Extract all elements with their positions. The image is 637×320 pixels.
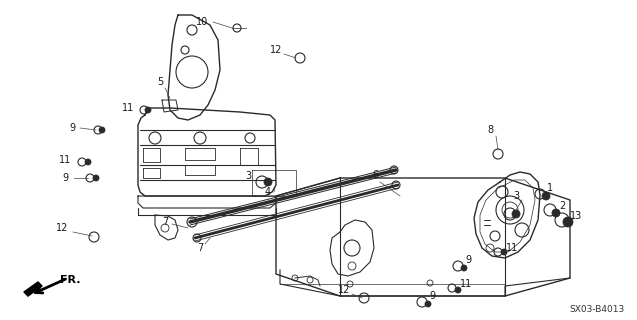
Text: 6: 6 bbox=[372, 170, 378, 180]
Text: 12: 12 bbox=[338, 285, 350, 295]
Text: 4: 4 bbox=[265, 187, 271, 197]
Circle shape bbox=[85, 159, 91, 165]
Text: 3: 3 bbox=[245, 171, 251, 181]
Text: 9: 9 bbox=[62, 173, 68, 183]
Text: 2: 2 bbox=[559, 201, 565, 211]
Circle shape bbox=[99, 127, 105, 133]
Text: 5: 5 bbox=[157, 77, 163, 87]
Text: SX03-B4013: SX03-B4013 bbox=[569, 305, 625, 314]
Text: FR.: FR. bbox=[60, 275, 80, 285]
Text: 7: 7 bbox=[197, 243, 203, 253]
Polygon shape bbox=[24, 282, 42, 296]
Text: 11: 11 bbox=[59, 155, 71, 165]
Circle shape bbox=[563, 217, 573, 227]
Text: 11: 11 bbox=[460, 279, 472, 289]
Circle shape bbox=[425, 301, 431, 307]
Text: 11: 11 bbox=[506, 243, 518, 253]
Text: 11: 11 bbox=[122, 103, 134, 113]
Text: 7: 7 bbox=[162, 217, 168, 227]
Text: 10: 10 bbox=[196, 17, 208, 27]
Circle shape bbox=[552, 209, 560, 217]
Circle shape bbox=[264, 178, 272, 186]
Text: 9: 9 bbox=[429, 291, 435, 301]
Text: 9: 9 bbox=[465, 255, 471, 265]
Text: 13: 13 bbox=[570, 211, 582, 221]
Circle shape bbox=[93, 175, 99, 181]
Circle shape bbox=[461, 265, 467, 271]
Circle shape bbox=[145, 107, 151, 113]
Circle shape bbox=[455, 287, 461, 293]
Text: 8: 8 bbox=[487, 125, 493, 135]
Circle shape bbox=[501, 249, 507, 255]
Text: 12: 12 bbox=[56, 223, 68, 233]
Circle shape bbox=[512, 210, 520, 218]
Text: 1: 1 bbox=[547, 183, 553, 193]
Text: 9: 9 bbox=[69, 123, 75, 133]
Text: 3: 3 bbox=[513, 191, 519, 201]
Text: 12: 12 bbox=[270, 45, 282, 55]
Circle shape bbox=[542, 192, 550, 200]
